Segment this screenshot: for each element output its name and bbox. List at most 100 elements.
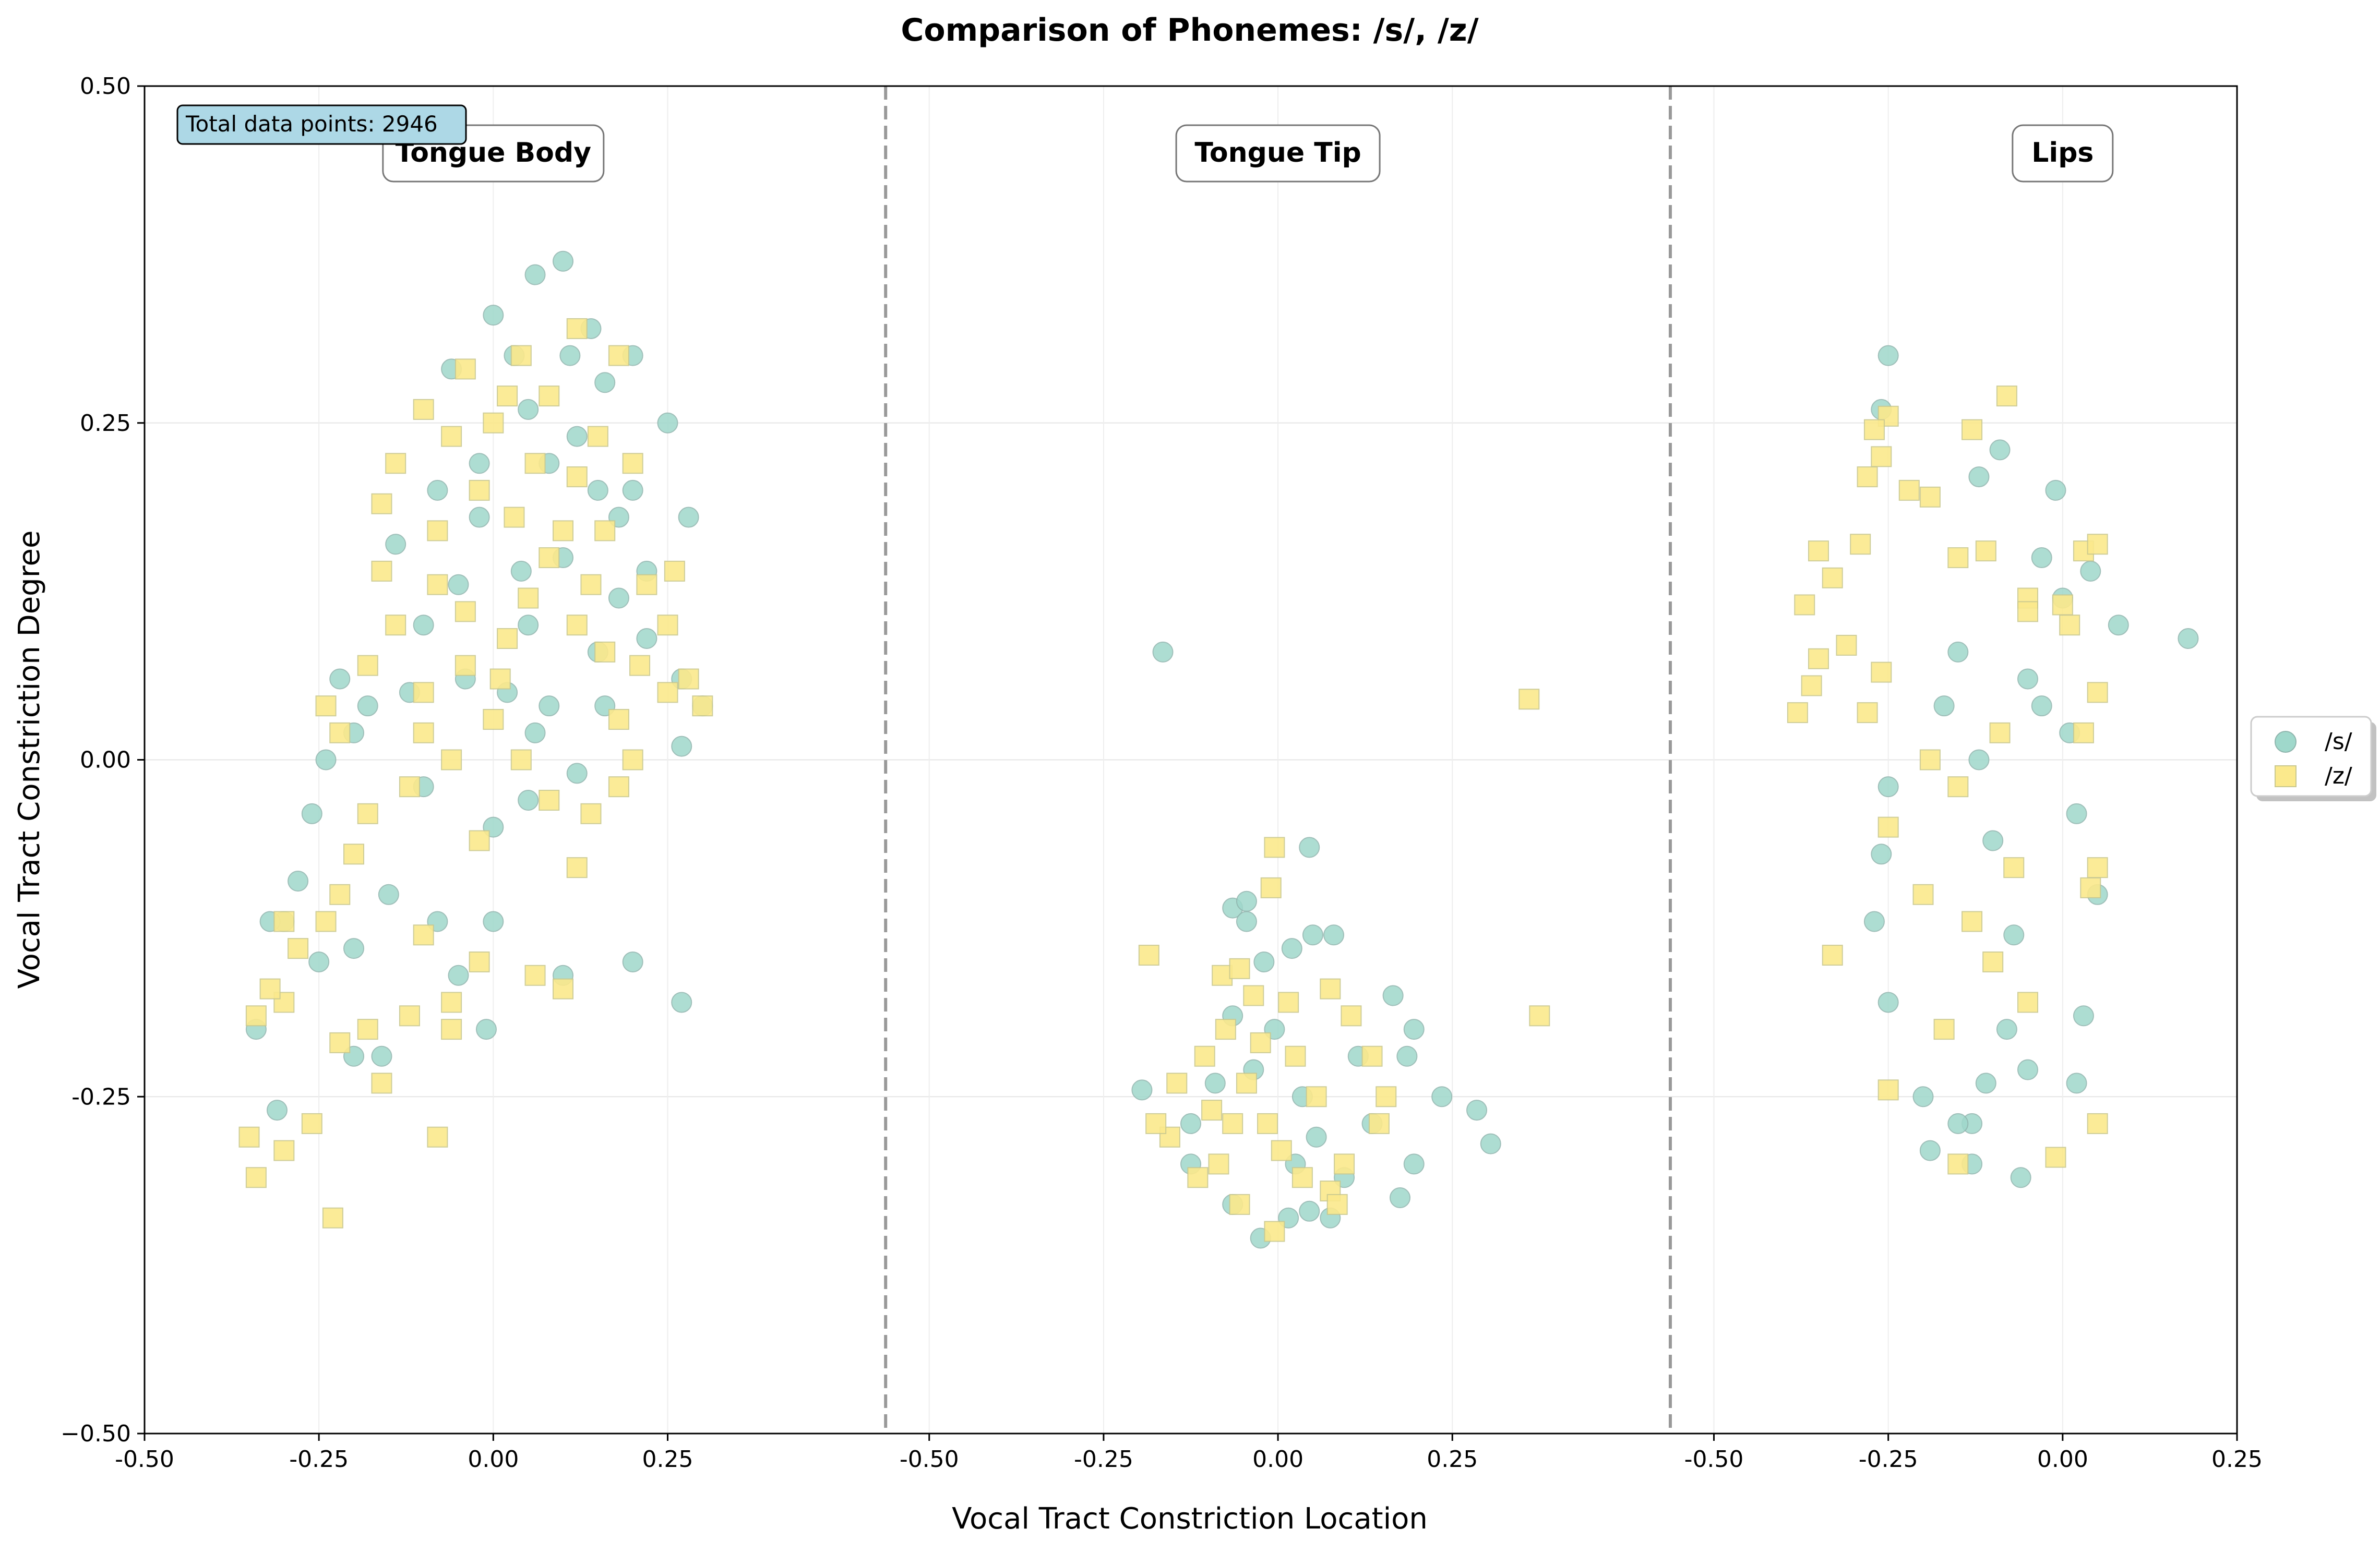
point-s-124	[1877, 992, 1899, 1013]
point-s-53	[539, 695, 560, 717]
point-z-146	[2045, 1147, 2066, 1168]
point-z-108	[1208, 1153, 1229, 1175]
point-s-120	[2010, 1167, 2031, 1188]
point-s-79	[1466, 1100, 1488, 1121]
point-z-77	[455, 601, 476, 622]
point-s-7	[518, 399, 539, 420]
point-z-16	[553, 520, 573, 541]
point-z-72	[497, 628, 518, 649]
point-z-78	[489, 668, 511, 690]
point-z-28	[622, 749, 643, 771]
point-s-105	[2031, 547, 2052, 569]
point-z-43	[301, 1113, 322, 1134]
point-s-103	[1968, 466, 1990, 488]
series-1	[238, 318, 2108, 1242]
point-z-58	[315, 695, 337, 717]
point-z-25	[678, 668, 699, 690]
point-z-86	[1278, 992, 1299, 1013]
point-z-118	[1863, 419, 1885, 440]
y-tick-label-0: 0.50	[80, 73, 131, 100]
region-label-0: Tongue Body	[382, 124, 605, 183]
annotation-box	[176, 104, 467, 145]
point-s-28	[315, 749, 337, 771]
point-s-2	[553, 250, 573, 272]
x-tick-label-3: 0.25	[642, 1446, 693, 1473]
point-s-42	[483, 911, 504, 932]
point-z-143	[2087, 857, 2108, 878]
point-z-98	[1145, 1113, 1167, 1134]
point-s-57	[510, 560, 532, 582]
point-z-151	[1912, 884, 1934, 905]
point-z-68	[469, 830, 490, 851]
point-z-14	[469, 479, 490, 501]
point-z-148	[1877, 1079, 1899, 1101]
region-label-text: Tongue Tip	[1194, 137, 1361, 168]
point-z-157	[1962, 911, 1983, 932]
annotation-text: Total data points: 2946	[185, 111, 438, 137]
point-z-62	[455, 655, 476, 676]
point-s-39	[343, 938, 364, 959]
point-z-74	[371, 560, 392, 582]
point-z-22	[657, 615, 678, 636]
point-s-40	[378, 884, 399, 905]
point-s-68	[1323, 924, 1345, 946]
point-z-66	[441, 749, 462, 771]
point-z-111	[1529, 1005, 1550, 1027]
point-z-114	[1201, 1100, 1223, 1121]
point-z-150	[1877, 816, 1899, 838]
legend-label-z: /z/	[2325, 763, 2352, 789]
point-z-6	[413, 399, 434, 420]
point-s-22	[518, 615, 539, 636]
point-s-55	[566, 426, 588, 447]
axes: 0.500.250.00-0.25−0.50-0.50 -0.25 0.00 0.25…	[61, 73, 2263, 1473]
point-z-51	[288, 938, 309, 959]
point-z-53	[273, 911, 295, 932]
point-z-69	[518, 587, 539, 609]
point-z-17	[594, 520, 616, 541]
point-s-110	[2031, 695, 2052, 717]
x-tick-label-6: 0.00	[1252, 1446, 1303, 1473]
point-z-35	[441, 992, 462, 1013]
point-z-52	[315, 911, 337, 932]
region-dividers	[884, 86, 1672, 1434]
point-z-142	[2073, 722, 2094, 743]
point-z-11	[566, 466, 588, 488]
point-z-39	[357, 1019, 378, 1040]
point-z-79	[413, 722, 434, 743]
point-z-37	[441, 1019, 462, 1040]
point-z-83	[1212, 965, 1233, 986]
point-s-127	[1877, 776, 1899, 798]
point-s-66	[1281, 938, 1302, 959]
point-z-135	[1808, 648, 1829, 669]
point-s-134	[1996, 1019, 2017, 1040]
point-z-21	[664, 560, 685, 582]
point-s-47	[266, 1100, 288, 1121]
point-z-30	[580, 803, 602, 824]
point-z-87	[1320, 978, 1341, 1000]
point-s-115	[2066, 1073, 2087, 1094]
point-z-91	[1368, 1113, 1390, 1134]
point-z-59	[357, 655, 378, 676]
point-z-0	[510, 345, 532, 366]
y-tick-label-3: -0.25	[71, 1084, 131, 1110]
point-z-73	[427, 574, 448, 595]
point-z-70	[566, 615, 588, 636]
point-z-134	[1794, 594, 1815, 616]
point-z-7	[587, 426, 608, 447]
x-tick-label-10: 0.00	[2037, 1446, 2088, 1473]
point-z-141	[2087, 682, 2108, 703]
point-s-21	[671, 736, 692, 757]
point-z-136	[1836, 634, 1857, 656]
region-label-1: Tongue Tip	[1175, 124, 1381, 183]
point-s-121	[1919, 1140, 1941, 1161]
point-z-55	[343, 844, 364, 865]
y-tick-label-4: −0.50	[61, 1420, 131, 1447]
point-z-109	[1250, 1032, 1271, 1053]
point-z-84	[1229, 958, 1250, 979]
point-z-158	[1989, 722, 2011, 743]
point-z-126	[1822, 567, 1843, 588]
point-z-44	[273, 1140, 295, 1161]
point-z-75	[539, 547, 560, 569]
